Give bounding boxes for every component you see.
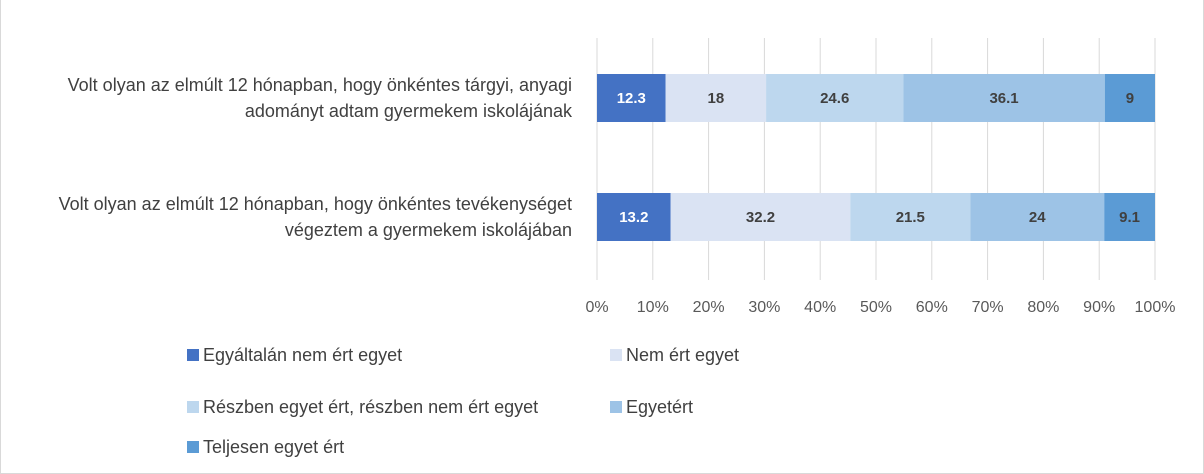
legend-label: Egyetért	[626, 397, 693, 417]
category-label: Volt olyan az elmúlt 12 hónapban, hogy ö…	[58, 194, 572, 240]
data-label: 24	[1029, 209, 1046, 226]
x-tick-label: 40%	[804, 299, 836, 316]
data-label: 36.1	[989, 90, 1018, 107]
data-label: 13.2	[619, 209, 648, 226]
bar-segment	[597, 74, 666, 122]
legend-label: Teljesen egyet ért	[203, 437, 344, 457]
data-label: 32.2	[746, 209, 775, 226]
legend-label: Részben egyet ért, részben nem ért egyet	[203, 397, 538, 417]
x-tick-label: 100%	[1135, 299, 1176, 316]
bar-segment	[665, 74, 767, 122]
bar-segment	[903, 74, 1105, 122]
legend-swatch	[187, 441, 199, 453]
x-tick-label: 60%	[916, 299, 948, 316]
x-tick-label: 10%	[637, 299, 669, 316]
data-label: 12.3	[617, 90, 646, 107]
data-label: 24.6	[820, 90, 849, 107]
bar-segment	[970, 193, 1105, 241]
legend-label: Egyáltalán nem ért egyet	[203, 345, 402, 365]
bar-segment	[670, 193, 851, 241]
x-tick-label: 90%	[1083, 299, 1115, 316]
x-tick-label: 80%	[1027, 299, 1059, 316]
bar-segment	[1104, 74, 1155, 122]
data-label: 18	[708, 90, 725, 107]
legend-swatch	[610, 349, 622, 361]
bar-segment	[1104, 193, 1155, 241]
legend-swatch	[187, 401, 199, 413]
legend-swatch	[187, 349, 199, 361]
bar-segment	[597, 193, 671, 241]
legend-label: Nem ért egyet	[626, 345, 739, 365]
x-tick-label: 50%	[860, 299, 892, 316]
legend-swatch	[610, 401, 622, 413]
bar-segment	[850, 193, 971, 241]
x-tick-label: 70%	[972, 299, 1004, 316]
data-label: 21.5	[896, 209, 925, 226]
x-tick-label: 30%	[748, 299, 780, 316]
data-label: 9	[1126, 90, 1134, 107]
x-tick-label: 0%	[585, 299, 608, 316]
data-label: 9.1	[1119, 209, 1140, 226]
category-label: Volt olyan az elmúlt 12 hónapban, hogy ö…	[67, 75, 572, 121]
bar-segment	[766, 74, 904, 122]
x-tick-label: 20%	[693, 299, 725, 316]
